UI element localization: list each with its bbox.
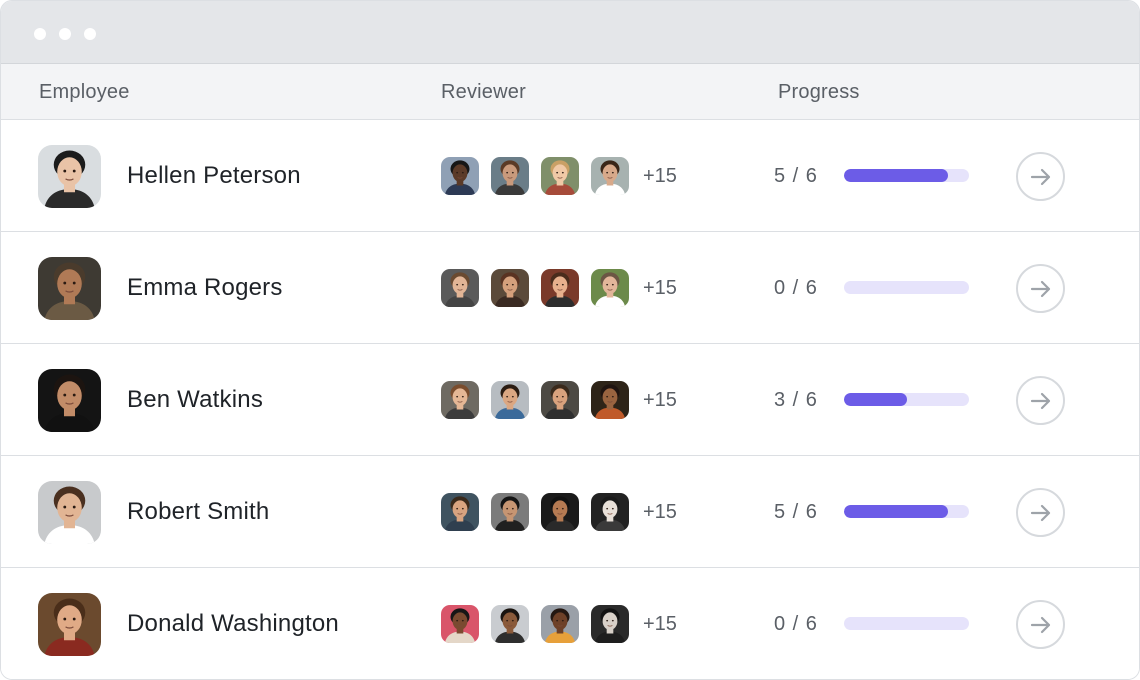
progress-fill (844, 393, 907, 406)
employee-name[interactable]: Robert Smith (127, 498, 270, 525)
reviewers-more-count[interactable]: +15 (643, 165, 677, 187)
column-header-progress[interactable]: Progress (778, 81, 860, 103)
employee-name[interactable]: Donald Washington (127, 610, 339, 637)
progress-bar (844, 617, 969, 630)
progress-bar (844, 281, 969, 294)
reviewer-avatar[interactable] (541, 493, 579, 531)
progress-bar (844, 169, 969, 182)
employee-avatar (38, 593, 101, 656)
reviewer-avatar[interactable] (491, 605, 529, 643)
progress-bar (844, 393, 969, 406)
open-review-button[interactable] (1016, 376, 1065, 425)
window-titlebar (1, 1, 1139, 64)
progress-fill (844, 169, 948, 182)
employee-name[interactable]: Emma Rogers (127, 274, 283, 301)
progress-bar (844, 505, 969, 518)
employee-name[interactable]: Ben Watkins (127, 386, 264, 413)
reviewer-avatar[interactable] (541, 157, 579, 195)
employee-avatar (38, 369, 101, 432)
reviewer-avatar[interactable] (491, 493, 529, 531)
table-row[interactable]: Hellen Peterson +15 5 / 6 (1, 120, 1139, 232)
reviewer-avatar[interactable] (541, 605, 579, 643)
reviewers-more-count[interactable]: +15 (643, 277, 677, 299)
arrow-right-icon (1030, 392, 1051, 410)
progress-text: 0 / 6 (774, 277, 818, 299)
reviewer-avatar[interactable] (591, 269, 629, 307)
reviewer-avatar[interactable] (441, 493, 479, 531)
reviewer-avatar[interactable] (491, 381, 529, 419)
open-review-button[interactable] (1016, 600, 1065, 649)
column-header-reviewer[interactable]: Reviewer (441, 81, 526, 103)
window-dot-2[interactable] (59, 28, 71, 40)
progress-text: 5 / 6 (774, 501, 818, 523)
column-header-employee[interactable]: Employee (39, 81, 130, 103)
table-row[interactable]: Emma Rogers +15 0 / 6 (1, 232, 1139, 344)
arrow-right-icon (1030, 168, 1051, 186)
open-review-button[interactable] (1016, 264, 1065, 313)
arrow-right-icon (1030, 616, 1051, 634)
reviewer-avatar[interactable] (591, 157, 629, 195)
reviewer-avatar[interactable] (491, 157, 529, 195)
reviewer-avatar[interactable] (441, 269, 479, 307)
reviewer-avatar[interactable] (541, 269, 579, 307)
reviewer-avatar[interactable] (541, 381, 579, 419)
reviewer-avatar[interactable] (591, 381, 629, 419)
open-review-button[interactable] (1016, 152, 1065, 201)
window-dot-1[interactable] (34, 28, 46, 40)
reviewer-avatar[interactable] (441, 381, 479, 419)
reviewers-more-count[interactable]: +15 (643, 613, 677, 635)
reviewers-more-count[interactable]: +15 (643, 501, 677, 523)
employee-name[interactable]: Hellen Peterson (127, 162, 301, 189)
progress-text: 0 / 6 (774, 613, 818, 635)
reviewer-avatar[interactable] (491, 269, 529, 307)
arrow-right-icon (1030, 280, 1051, 298)
progress-text: 5 / 6 (774, 165, 818, 187)
table-header: Employee Reviewer Progress (1, 64, 1139, 120)
table-body: Hellen Peterson +15 5 / 6 Emma Rogers +15 0 /… (1, 120, 1139, 679)
arrow-right-icon (1030, 504, 1051, 522)
progress-text: 3 / 6 (774, 389, 818, 411)
window-dot-3[interactable] (84, 28, 96, 40)
employee-avatar (38, 481, 101, 544)
reviewers-more-count[interactable]: +15 (643, 389, 677, 411)
employee-avatar (38, 257, 101, 320)
reviewer-avatar[interactable] (441, 605, 479, 643)
table-row[interactable]: Robert Smith +15 5 / 6 (1, 456, 1139, 568)
progress-fill (844, 505, 948, 518)
reviewer-avatar[interactable] (591, 605, 629, 643)
employee-avatar (38, 145, 101, 208)
open-review-button[interactable] (1016, 488, 1065, 537)
reviewer-avatar[interactable] (441, 157, 479, 195)
table-row[interactable]: Ben Watkins +15 3 / 6 (1, 344, 1139, 456)
table-row[interactable]: Donald Washington +15 0 / 6 (1, 568, 1139, 679)
reviewer-avatar[interactable] (591, 493, 629, 531)
